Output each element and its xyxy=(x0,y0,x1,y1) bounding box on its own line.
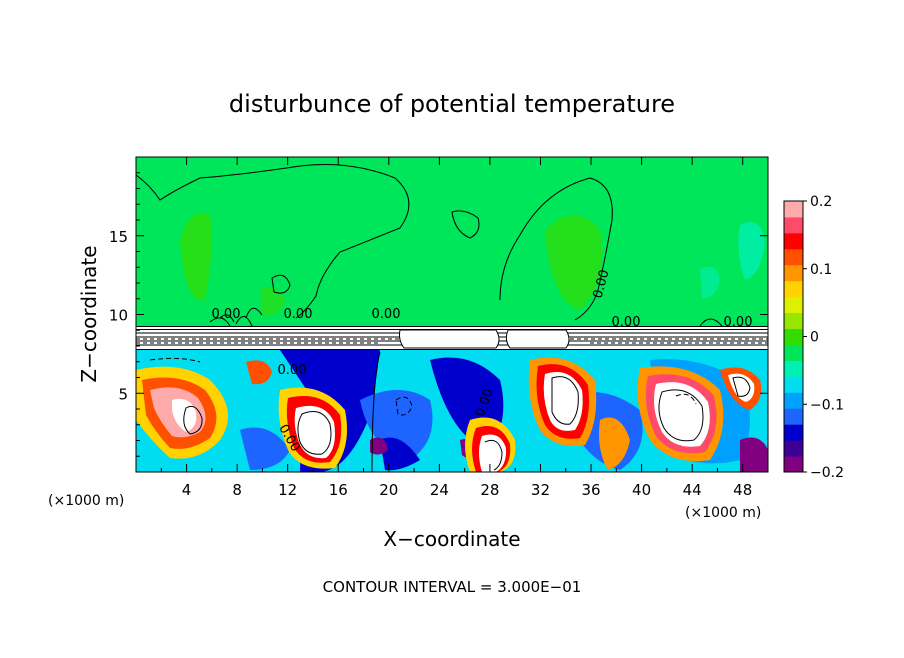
colorbar-swatch xyxy=(784,360,803,377)
y-axis: 5 10 15 xyxy=(109,172,768,457)
x-tick-label: 32 xyxy=(531,481,550,499)
interface-contours xyxy=(136,316,768,350)
upper-layer-fill xyxy=(136,157,768,332)
x-unit-label-right: (×1000 m) xyxy=(685,505,761,521)
x-unit-label-left: (×1000 m) xyxy=(48,493,124,509)
contour-label: 0.00 xyxy=(612,315,641,330)
colorbar-swatch xyxy=(784,424,803,441)
contour-label: 0.00 xyxy=(591,268,613,300)
colorbar-swatch xyxy=(784,248,803,266)
x-axis-label: X−coordinate xyxy=(383,527,520,551)
contour-label: 0.00 xyxy=(372,307,401,322)
contour-label: 0.00 xyxy=(212,307,241,322)
colorbar-swatch xyxy=(784,232,803,250)
colorbar-swatch xyxy=(784,328,803,345)
contour-interval-note: CONTOUR INTERVAL = 3.000E−01 xyxy=(323,578,582,596)
colorbar-swatch xyxy=(784,392,803,409)
colorbar-tick-label: −0.2 xyxy=(810,465,844,481)
contour-label: 0.00 xyxy=(724,315,753,330)
x-tick-label: 48 xyxy=(733,481,752,499)
colorbar: 0.2 0.1 0 −0.1 −0.2 xyxy=(783,194,844,481)
upper-shading xyxy=(180,212,765,316)
upper-contours xyxy=(136,164,613,323)
y-axis-label: Z−coordinate xyxy=(77,245,101,382)
x-tick-label: 44 xyxy=(683,481,702,499)
x-tick-label: 36 xyxy=(581,481,600,499)
colorbar-tick-label: 0.2 xyxy=(810,194,832,210)
x-tick-label: 12 xyxy=(278,481,297,499)
lower-contours xyxy=(183,351,751,472)
x-tick-label: 20 xyxy=(379,481,398,499)
colorbar-swatch xyxy=(784,440,803,457)
y-tick-label: 5 xyxy=(118,385,128,403)
x-tick-label: 24 xyxy=(430,481,449,499)
colorbar-swatch xyxy=(784,264,803,282)
x-tick-label: 8 xyxy=(232,481,242,499)
colorbar-swatch xyxy=(784,296,803,314)
colorbar-swatch xyxy=(784,344,803,361)
colorbar-swatch xyxy=(784,280,803,298)
colorbar-swatch xyxy=(784,408,803,425)
chart-title: disturbunce of potential temperature xyxy=(229,90,675,118)
colorbar-tick-label: −0.1 xyxy=(810,397,844,413)
x-tick-label: 40 xyxy=(632,481,651,499)
colorbar-swatch xyxy=(784,456,803,473)
x-tick-label: 16 xyxy=(329,481,348,499)
colorbar-tick-label: 0 xyxy=(810,330,819,346)
negative-contours xyxy=(149,357,697,416)
colorbar-swatch xyxy=(784,312,803,330)
colorbar-tick-label: 0.1 xyxy=(810,262,832,278)
x-axis: 4 8 12 16 20 24 28 32 36 40 44 48 xyxy=(160,157,752,499)
contour-label: 0.00 xyxy=(284,307,313,322)
x-tick-label: 4 xyxy=(182,481,192,499)
colorbar-swatch xyxy=(784,376,803,393)
contour-label: 0.00 xyxy=(278,363,307,378)
plot-area xyxy=(136,157,768,472)
y-tick-label: 15 xyxy=(109,228,128,246)
interface-negative-contours xyxy=(136,338,768,344)
y-tick-label: 10 xyxy=(109,307,128,325)
x-tick-label: 28 xyxy=(480,481,499,499)
colorbar-swatch xyxy=(784,216,803,234)
colorbar-swatch xyxy=(784,201,803,218)
